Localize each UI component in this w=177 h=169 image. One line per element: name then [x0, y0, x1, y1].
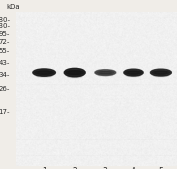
Ellipse shape — [124, 69, 143, 76]
Ellipse shape — [36, 75, 52, 77]
Ellipse shape — [67, 75, 82, 78]
Text: 130-: 130- — [0, 23, 10, 29]
Text: 55-: 55- — [0, 48, 10, 54]
Ellipse shape — [150, 69, 171, 76]
Ellipse shape — [154, 75, 168, 77]
Text: 26-: 26- — [0, 86, 10, 92]
Text: 3: 3 — [103, 167, 108, 169]
Ellipse shape — [96, 71, 114, 74]
Ellipse shape — [152, 71, 170, 75]
Text: 17-: 17- — [0, 109, 10, 115]
Ellipse shape — [66, 70, 84, 75]
Text: 5: 5 — [158, 167, 163, 169]
Ellipse shape — [33, 69, 55, 76]
Ellipse shape — [95, 70, 116, 76]
Ellipse shape — [127, 75, 140, 77]
Ellipse shape — [35, 70, 54, 75]
Text: 4: 4 — [131, 167, 136, 169]
Text: 95-: 95- — [0, 31, 10, 37]
Ellipse shape — [37, 71, 52, 74]
Ellipse shape — [98, 74, 113, 76]
Ellipse shape — [154, 71, 168, 74]
Text: 1: 1 — [42, 167, 47, 169]
Ellipse shape — [127, 71, 140, 74]
Text: 72-: 72- — [0, 39, 10, 45]
Text: kDa: kDa — [7, 4, 20, 10]
Text: 180-: 180- — [0, 17, 10, 23]
Text: 2: 2 — [72, 167, 77, 169]
Ellipse shape — [64, 68, 85, 77]
Ellipse shape — [68, 71, 82, 74]
Ellipse shape — [125, 71, 142, 75]
Text: 34-: 34- — [0, 72, 10, 78]
Ellipse shape — [99, 72, 112, 74]
Text: 43-: 43- — [0, 60, 10, 66]
